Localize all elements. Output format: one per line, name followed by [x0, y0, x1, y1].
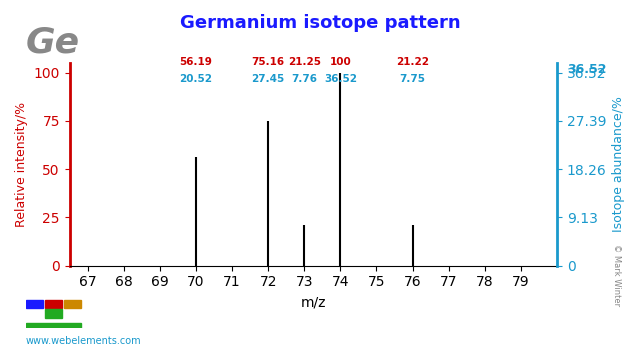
Text: 100: 100 [330, 57, 351, 67]
Bar [26, 323, 81, 328]
Text: Germanium isotope pattern: Germanium isotope pattern [180, 14, 460, 32]
Text: 36.52: 36.52 [324, 73, 357, 84]
Text: Ge: Ge [26, 25, 80, 59]
Bar [45, 300, 62, 309]
Text: 20.52: 20.52 [179, 73, 212, 84]
Text: www.webelements.com: www.webelements.com [26, 336, 141, 346]
Text: 21.22: 21.22 [396, 57, 429, 67]
Text: 75.16: 75.16 [252, 57, 285, 67]
Text: 27.45: 27.45 [252, 73, 285, 84]
Bar [45, 309, 62, 318]
Bar [64, 300, 81, 309]
Text: © Mark Winter: © Mark Winter [612, 244, 621, 306]
Y-axis label: Isotope abundance/%: Isotope abundance/% [612, 96, 625, 232]
X-axis label: m/z: m/z [301, 295, 326, 309]
Text: 7.76: 7.76 [291, 73, 317, 84]
Text: 21.25: 21.25 [288, 57, 321, 67]
Text: 56.19: 56.19 [180, 57, 212, 67]
Bar [26, 300, 43, 309]
Text: 7.75: 7.75 [399, 73, 426, 84]
Text: 36.52: 36.52 [566, 63, 606, 76]
Y-axis label: Relative intensity/%: Relative intensity/% [15, 102, 28, 227]
